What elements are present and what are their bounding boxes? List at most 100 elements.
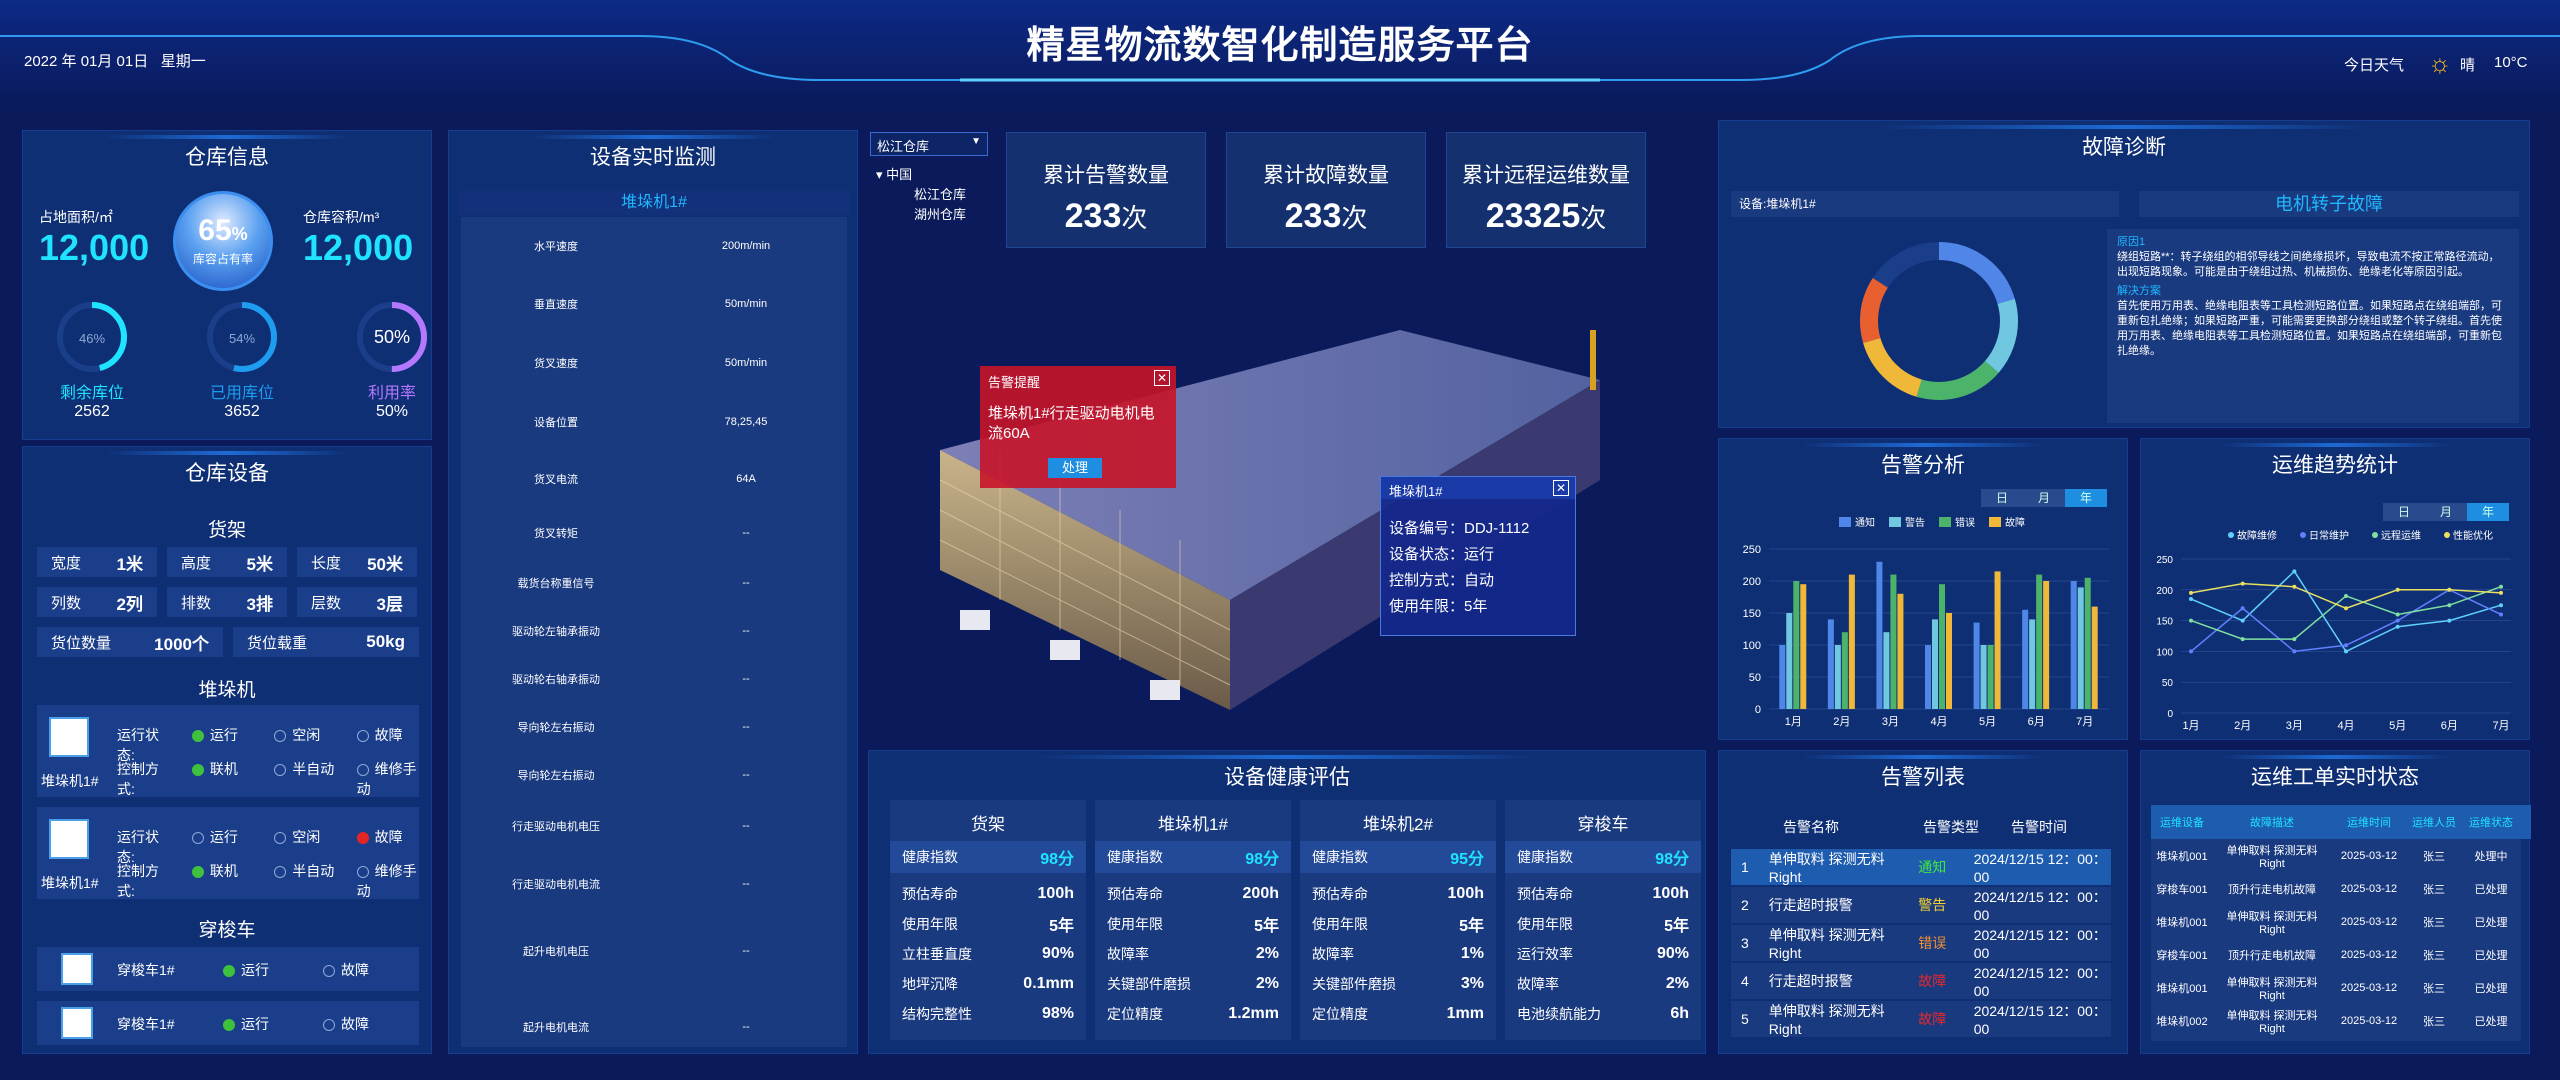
tab-month[interactable]: 月 [2425, 503, 2467, 521]
shuttle-radio[interactable]: 运行 [223, 960, 269, 980]
status-radio[interactable]: 故障 [356, 725, 419, 765]
monitor-label: 驱动轮左轴承振动 [512, 626, 600, 638]
mode-radio[interactable]: 维修手动 [356, 863, 417, 899]
monitor-label: 起升电机电压 [523, 946, 589, 958]
monitor-row: 货叉电流 64A [461, 451, 841, 507]
mode-radio[interactable]: 半自动 [274, 759, 336, 799]
shelf-spec-cell: 层数 3层 [297, 587, 417, 617]
trend-tabs[interactable]: 日月年 [2383, 503, 2509, 521]
tab-month[interactable]: 月 [2023, 489, 2065, 507]
status-radio[interactable]: 运行 [191, 725, 254, 765]
alarm-row[interactable]: 2 行走超时报警 警告 2024/12/15 12：00：00 [1731, 887, 2111, 923]
monitor-row: 导向轮左右振动 -- [461, 751, 841, 799]
stacker-name: 堆垛机1# [41, 773, 99, 789]
radio-dot [191, 866, 204, 879]
warehouse-select[interactable]: 松江仓库 ▼ [870, 132, 988, 156]
shuttle-title: 穿梭车 [198, 920, 256, 941]
x-tick-label: 3月 [2286, 720, 2303, 732]
alarm-table-header: 告警名称 告警类型 告警时间 [1783, 819, 2067, 835]
tab-year[interactable]: 年 [2467, 503, 2509, 521]
data-point [2292, 584, 2297, 589]
shuttle-radio[interactable]: 运行 [223, 1014, 269, 1034]
work-order-row[interactable]: 堆垛机001 单伸取料 探测无料 Right 2025-03-12 张三 已处理 [2156, 977, 2508, 1002]
alarm-tabs[interactable]: 日月年 [1981, 489, 2107, 507]
ring-label: 已用库位 [209, 385, 274, 402]
tree-root[interactable]: ▾ 中国 [876, 167, 913, 182]
chevron-down-icon: ▼ [971, 136, 981, 147]
monitor-row: 货叉转矩 -- [461, 507, 841, 559]
status-radio[interactable]: 故障 [356, 827, 419, 867]
x-tick-label: 5月 [2389, 720, 2406, 732]
monitor-row: 起升电机电压 -- [461, 915, 841, 987]
legend-swatch [1939, 517, 1951, 527]
close-icon[interactable]: ✕ [1154, 370, 1170, 386]
data-point [2292, 637, 2297, 642]
data-point [2499, 590, 2503, 595]
tree-item[interactable]: 湖州仓库 [914, 207, 967, 222]
monitor-value: -- [742, 577, 750, 589]
health-row: 结构完整性 98% [902, 1005, 1074, 1022]
work-order-row[interactable]: 堆垛机002 单伸取料 探测无料 Right 2025-03-12 张三 已处理 [2156, 1010, 2508, 1035]
shelf-spec-cell: 排数 3排 [167, 587, 287, 617]
ring-label: 利用率 [367, 385, 416, 402]
alarm-row[interactable]: 1 单伸取料 探测无料 Right 通知 2024/12/15 12：00：00 [1731, 849, 2111, 885]
tab-year[interactable]: 年 [2065, 489, 2107, 507]
mode-radio[interactable]: 联机 [191, 861, 254, 901]
status-radio[interactable]: 空闲 [274, 725, 336, 765]
health-card-title: 穿梭车 [1577, 815, 1629, 834]
shuttle-radio[interactable]: 故障 [323, 960, 369, 980]
shuttle-radio[interactable]: 故障 [323, 1014, 369, 1034]
x-tick-label: 3月 [1882, 716, 1899, 728]
status-radio[interactable]: 空闲 [274, 827, 336, 867]
stat-label: 累计故障数量 [1263, 164, 1389, 187]
stacker-card[interactable]: 堆垛机1# 运行状态: 运行 空闲 故障 控制方式: 联机 半自动 维修手动 [37, 807, 419, 899]
legend-swatch [2372, 532, 2378, 538]
stacker-mode-row: 控制方式: 联机 半自动 维修手动 [117, 861, 419, 901]
handle-button[interactable]: 处理 [1048, 458, 1102, 478]
status-radio[interactable]: 运行 [191, 827, 254, 867]
alarm-row[interactable]: 4 行走超时报警 故障 2024/12/15 12：00：00 [1731, 963, 2111, 999]
data-point [2447, 587, 2452, 592]
cause-text: 绕组短路**：转子绕组的相邻导线之间绝缘损坏，导致电流不按正常路径流动，出现短路… [2117, 251, 2500, 278]
work-order-row[interactable]: 堆垛机001 单伸取料 探测无料 Right 2025-03-12 张三 处理中 [2156, 845, 2508, 870]
data-point [2499, 612, 2503, 617]
legend-label: 日常维护 [2309, 529, 2349, 542]
legend-item: 日常维护 [2300, 529, 2349, 542]
monitor-row: 驱动轮左轴承振动 -- [461, 607, 841, 655]
bar [1786, 613, 1793, 709]
bar [1890, 574, 1897, 709]
stat-card: 累计故障数量 233次 [1226, 132, 1426, 248]
ring-pct: 46% [79, 331, 105, 346]
work-order-row[interactable]: 穿梭车001 顶升行走电机故障 2025-03-12 张三 已处理 [2156, 883, 2508, 896]
bar [2070, 581, 2077, 709]
mode-radio[interactable]: 联机 [191, 759, 254, 799]
health-card-title: 货架 [971, 815, 1005, 834]
monitor-label: 货叉转矩 [534, 528, 578, 540]
ring-pct: 54% [229, 331, 255, 346]
stacker-status-row: 运行状态: 运行 空闲 故障 [117, 725, 419, 765]
close-icon[interactable]: ✕ [1553, 480, 1569, 496]
alarm-row[interactable]: 5 单伸取料 探测无料 Right 故障 2024/12/15 12：00：00 [1731, 1001, 2111, 1037]
radio-dot [356, 730, 369, 743]
x-tick-label: 6月 [2028, 716, 2045, 728]
shuttle-row[interactable]: 穿梭车1# 运行 故障 [37, 1001, 419, 1045]
weather-label: 今日天气 [2344, 57, 2405, 74]
mode-radio[interactable]: 半自动 [274, 861, 336, 901]
shuttle-row[interactable]: 穿梭车1# 运行 故障 [37, 947, 419, 991]
stacker-card[interactable]: 堆垛机1# 运行状态: 运行 空闲 故障 控制方式: 联机 半自动 维修手动 [37, 705, 419, 797]
shelf-title: 货架 [207, 520, 246, 541]
x-tick-label: 2月 [2234, 720, 2251, 732]
image-icon [49, 717, 89, 757]
tab-day[interactable]: 日 [1981, 489, 2023, 507]
health-row: 地坪沉降 0.1mm [902, 975, 1074, 992]
data-point [2240, 581, 2245, 586]
work-order-row[interactable]: 穿梭车001 顶升行走电机故障 2025-03-12 张三 已处理 [2156, 949, 2508, 962]
tab-day[interactable]: 日 [2383, 503, 2425, 521]
alarm-row[interactable]: 3 单伸取料 探测无料 Right 错误 2024/12/15 12：00：00 [1731, 925, 2111, 961]
mode-radio[interactable]: 维修手动 [356, 761, 417, 797]
image-icon [61, 1007, 93, 1039]
tree-item[interactable]: 松江仓库 [914, 187, 967, 202]
radio-dot [191, 832, 204, 845]
monitor-value: -- [742, 721, 750, 733]
work-order-row[interactable]: 堆垛机001 单伸取料 探测无料 Right 2025-03-12 张三 已处理 [2156, 911, 2508, 936]
